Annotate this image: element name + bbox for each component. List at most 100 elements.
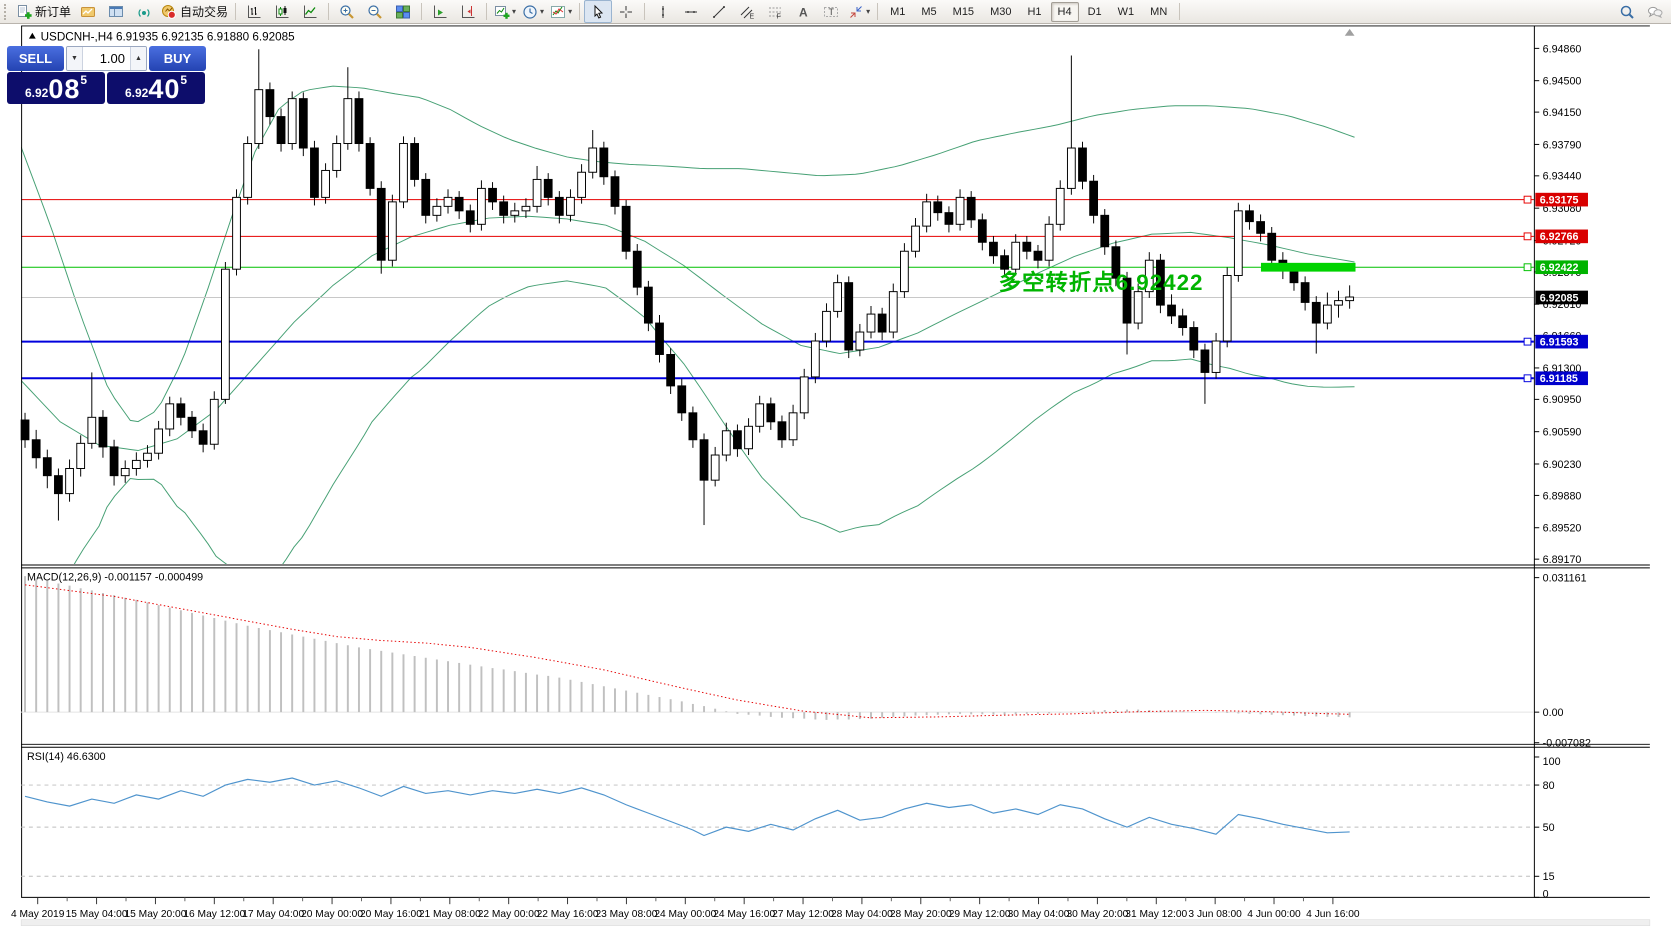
text-icon: A — [799, 5, 808, 19]
text-tool[interactable]: A — [789, 0, 817, 23]
quote-panel-collapse-icon[interactable] — [28, 32, 36, 39]
autotrade-icon — [162, 4, 176, 19]
candle-body — [744, 425, 753, 450]
candle-body — [432, 205, 442, 216]
line-handle[interactable] — [1523, 263, 1532, 272]
profiles-dropdown[interactable]: ▾ — [519, 0, 547, 23]
candle-body — [232, 196, 241, 270]
candle-body — [165, 403, 175, 430]
time-tick-label: 22 May 00:00 — [478, 909, 540, 920]
candle-body — [332, 143, 342, 171]
cursor-tool-button[interactable] — [584, 0, 613, 23]
new-order-button[interactable]: 新订单 — [13, 0, 74, 23]
trendline-tool[interactable] — [705, 0, 733, 23]
candle-body — [1044, 223, 1054, 261]
highlighted-trendline-segment[interactable] — [1260, 262, 1356, 272]
market-watch-button[interactable] — [74, 0, 102, 23]
rsi-scale-label: 80 — [1543, 780, 1555, 792]
arrows-dropdown[interactable]: ▾ — [845, 0, 873, 23]
candle-body — [599, 147, 609, 178]
timeframe-m15[interactable]: M15 — [952, 5, 975, 18]
chart-shift-button[interactable] — [454, 0, 482, 23]
time-tick-label: 30 May 20:00 — [1066, 909, 1128, 920]
search-button[interactable] — [1613, 0, 1641, 23]
rsi-scale-label: 50 — [1543, 822, 1555, 834]
vertical-line-tool[interactable] — [649, 0, 677, 23]
price-label-badge — [1535, 290, 1588, 305]
candle-body — [577, 171, 586, 198]
buy-price-box[interactable]: 6.92 40 5 — [107, 72, 205, 104]
chart-shift-icon — [462, 5, 475, 18]
text-label-tool[interactable]: T — [817, 0, 845, 23]
toolbar-separator — [421, 3, 423, 20]
candle-body — [198, 430, 208, 445]
zoom-in-button[interactable] — [333, 0, 361, 23]
candle-body — [922, 201, 932, 227]
macd-scale-label: 0.031161 — [1543, 573, 1587, 585]
candle-body — [699, 439, 709, 481]
price-label-badge — [1535, 334, 1588, 349]
time-tick-label: 20 May 16:00 — [360, 909, 422, 920]
chat-button[interactable] — [1641, 0, 1669, 23]
candle-body — [1178, 315, 1188, 329]
new-chart-dropdown[interactable]: ▾ — [491, 0, 519, 23]
crosshair-tool-button[interactable] — [612, 0, 640, 23]
candle-body — [399, 143, 408, 203]
volume-decrease-button[interactable]: ▼ — [67, 47, 83, 70]
volume-increase-button[interactable]: ▲ — [130, 47, 146, 70]
auto-scroll-button[interactable] — [426, 0, 454, 23]
sell-button[interactable]: SELL — [7, 46, 64, 71]
timeframe-d1[interactable]: D1 — [1087, 5, 1102, 18]
autotrading-button[interactable]: 自动交易 — [158, 0, 231, 23]
candle-body — [477, 187, 486, 225]
timeframe-m30[interactable]: M30 — [990, 5, 1012, 18]
rsi-scale-label: 0 — [1543, 888, 1549, 900]
line-handle[interactable] — [1523, 232, 1532, 241]
timeframe-m5[interactable]: M5 — [921, 5, 937, 18]
sell-price-box[interactable]: 6.92 08 5 — [7, 72, 105, 104]
candle-body — [131, 459, 141, 469]
line-handle[interactable] — [1523, 374, 1532, 383]
price-tick-label: 6.90950 — [1543, 394, 1582, 406]
fibonacci-tool[interactable]: F — [761, 0, 789, 23]
macd-label: MACD(12,26,9) -0.001157 -0.000499 — [27, 572, 203, 584]
line-handle[interactable] — [1523, 195, 1532, 204]
line-chart-button[interactable] — [296, 0, 324, 23]
horizontal-line-tool[interactable] — [677, 0, 705, 23]
hline-icon — [685, 10, 698, 13]
volume-input[interactable]: 1.00 — [99, 51, 125, 66]
buy-button[interactable]: BUY — [149, 46, 206, 71]
bar-chart-button[interactable] — [240, 0, 268, 23]
timeframe-h4[interactable]: H4 — [1050, 1, 1079, 22]
timeframe-h1[interactable]: H1 — [1027, 5, 1042, 18]
fibonacci-icon: F — [769, 7, 782, 20]
candle-body — [488, 187, 497, 203]
scroll-end-marker-icon[interactable] — [1344, 28, 1355, 36]
candle-body — [799, 376, 809, 414]
candle-body — [465, 210, 475, 225]
candle-body — [944, 212, 954, 225]
navigator-button[interactable] — [102, 0, 130, 23]
timeframe-w1[interactable]: W1 — [1117, 5, 1135, 18]
line-handle[interactable] — [1523, 337, 1532, 346]
toolbar-button-label: 自动交易 — [180, 5, 229, 19]
candlestick-chart-button[interactable] — [268, 0, 296, 23]
timeframe-m1[interactable]: M1 — [890, 5, 906, 18]
equidistant-channel-tool[interactable]: E — [733, 0, 761, 23]
bollinger-lower-band — [73, 280, 1355, 564]
label-icon: T — [824, 6, 839, 17]
candle-body — [855, 331, 865, 351]
signals-button[interactable] — [130, 0, 158, 23]
buy-price-sup: 5 — [180, 73, 188, 87]
zoom-out-button[interactable] — [361, 0, 389, 23]
macd-scale-label: 0.00 — [1543, 707, 1564, 719]
rsi-label: RSI(14) 46.6300 — [27, 751, 106, 763]
candle-body — [1222, 274, 1232, 342]
price-label-text: 6.91185 — [1540, 373, 1578, 385]
channel-icon: E — [740, 6, 755, 20]
candle-body — [1022, 241, 1032, 252]
indicators-dropdown[interactable]: ▾ — [547, 0, 575, 23]
timeframe-mn[interactable]: MN — [1150, 5, 1168, 18]
tile-windows-button[interactable] — [389, 0, 417, 23]
